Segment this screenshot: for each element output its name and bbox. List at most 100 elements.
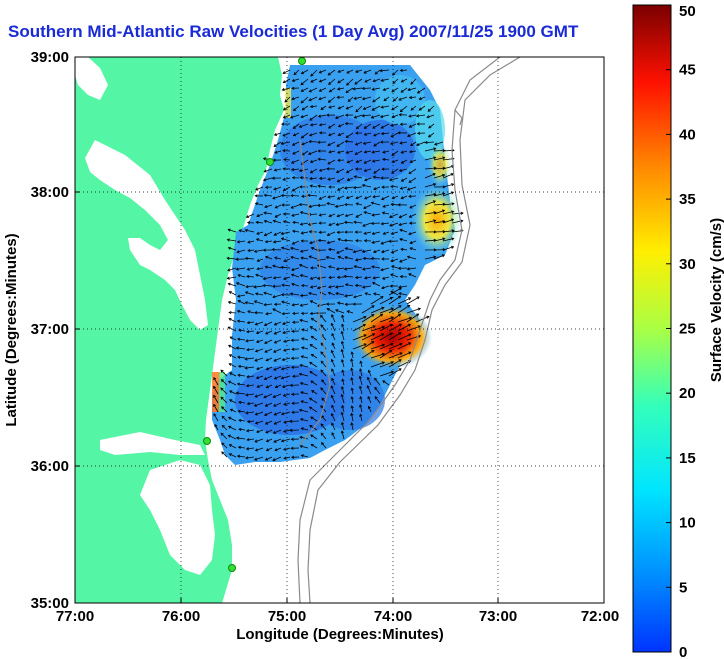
velocity-vector-head xyxy=(328,89,332,93)
velocity-vector-head xyxy=(372,325,376,329)
colorbar xyxy=(632,4,672,653)
velocity-vector-head xyxy=(371,159,376,163)
velocity-vector xyxy=(300,222,309,225)
velocity-vector xyxy=(282,321,291,325)
velocity-vector-head xyxy=(359,368,363,372)
velocity-vector xyxy=(228,318,237,323)
velocity-vector xyxy=(272,265,282,269)
velocity-vector xyxy=(345,140,354,143)
velocity-vector xyxy=(382,380,390,386)
velocity-vector-head xyxy=(417,325,421,329)
velocity-vector-head xyxy=(427,108,431,112)
velocity-vector-head xyxy=(451,245,455,249)
velocity-vector xyxy=(300,274,309,278)
velocity-vector-head xyxy=(307,152,312,156)
velocity-vector xyxy=(320,369,327,377)
velocity-vector xyxy=(341,412,345,422)
velocity-vector xyxy=(355,213,363,218)
velocity-vector-head xyxy=(291,188,295,192)
velocity-vector xyxy=(236,267,246,270)
velocity-vector xyxy=(401,150,408,154)
colorbar-tick-label: 40 xyxy=(679,126,696,143)
velocity-vector xyxy=(390,132,399,138)
velocity-vector xyxy=(407,186,417,191)
velocity-vector xyxy=(372,96,381,103)
velocity-vector xyxy=(283,276,291,280)
velocity-vector xyxy=(409,123,417,128)
velocity-vector-head xyxy=(300,311,304,315)
velocity-vector xyxy=(371,114,381,119)
velocity-vector-head xyxy=(308,204,312,208)
velocity-vector-head xyxy=(381,343,386,347)
velocity-vector xyxy=(433,193,445,197)
velocity-vector xyxy=(310,285,318,288)
velocity-vector-head xyxy=(290,205,294,209)
velocity-vector xyxy=(265,330,273,335)
velocity-vector xyxy=(389,177,399,181)
velocity-vector-head xyxy=(265,367,269,371)
velocity-vector-head xyxy=(254,412,258,416)
velocity-vector xyxy=(264,212,273,215)
velocity-vector-head xyxy=(227,228,231,232)
velocity-vector-head xyxy=(363,125,367,129)
velocity-vector-head xyxy=(236,382,241,386)
velocity-vector-head xyxy=(255,187,259,191)
velocity-vector xyxy=(433,174,445,179)
velocity-vector-head xyxy=(237,274,241,278)
velocity-vector-head xyxy=(263,412,268,416)
velocity-vector-head xyxy=(391,107,395,111)
velocity-vector xyxy=(228,345,237,350)
velocity-vector xyxy=(309,256,318,260)
velocity-vector xyxy=(356,203,363,206)
velocity-vector xyxy=(344,204,354,206)
velocity-vector-head xyxy=(281,283,285,287)
velocity-vector-head xyxy=(256,429,260,433)
velocity-vector xyxy=(265,240,273,243)
velocity-vector-head xyxy=(331,368,335,372)
velocity-vector xyxy=(407,267,417,270)
velocity-vector xyxy=(331,432,336,440)
velocity-vector xyxy=(355,69,363,73)
velocity-vector-head xyxy=(320,314,324,318)
velocity-vector xyxy=(331,422,336,431)
velocity-vector xyxy=(308,292,318,296)
velocity-vector-head xyxy=(371,349,375,353)
velocity-vector-head xyxy=(310,73,314,77)
velocity-vector xyxy=(337,186,345,191)
velocity-vector-head xyxy=(410,107,414,111)
velocity-vector xyxy=(433,150,446,152)
x-tick-label: 77:00 xyxy=(56,608,94,625)
velocity-vector-head xyxy=(371,231,375,235)
velocity-vector-head xyxy=(344,186,348,190)
velocity-vector-head xyxy=(283,456,287,460)
velocity-vector xyxy=(352,343,367,350)
velocity-vector xyxy=(344,275,354,278)
velocity-vector xyxy=(348,96,354,102)
velocity-vector-head xyxy=(363,239,367,243)
velocity-vector-head xyxy=(308,255,312,259)
velocity-vector-head xyxy=(408,214,412,218)
velocity-vector-head xyxy=(321,397,325,401)
velocity-vector xyxy=(373,168,381,174)
velocity-vector xyxy=(407,132,417,137)
velocity-vector xyxy=(310,443,318,449)
velocity-vector xyxy=(220,396,228,404)
velocity-vector xyxy=(426,114,435,118)
velocity-vector-head xyxy=(291,282,295,286)
velocity-vector xyxy=(246,375,255,378)
velocity-vector-head xyxy=(292,220,296,225)
velocity-vector-head xyxy=(381,167,385,171)
velocity-vector-head xyxy=(363,343,367,347)
velocity-vector-head xyxy=(273,340,277,344)
velocity-vector-head xyxy=(290,167,295,172)
velocity-vector-head xyxy=(291,455,295,459)
velocity-vector xyxy=(272,195,282,199)
velocity-vector xyxy=(318,185,327,188)
velocity-vector xyxy=(328,285,336,288)
velocity-vector xyxy=(319,177,327,179)
velocity-vector-head xyxy=(299,249,304,253)
velocity-vector xyxy=(382,204,390,208)
velocity-vector-head xyxy=(229,336,233,340)
velocity-vector-head xyxy=(321,379,325,383)
velocity-vector xyxy=(344,239,354,242)
